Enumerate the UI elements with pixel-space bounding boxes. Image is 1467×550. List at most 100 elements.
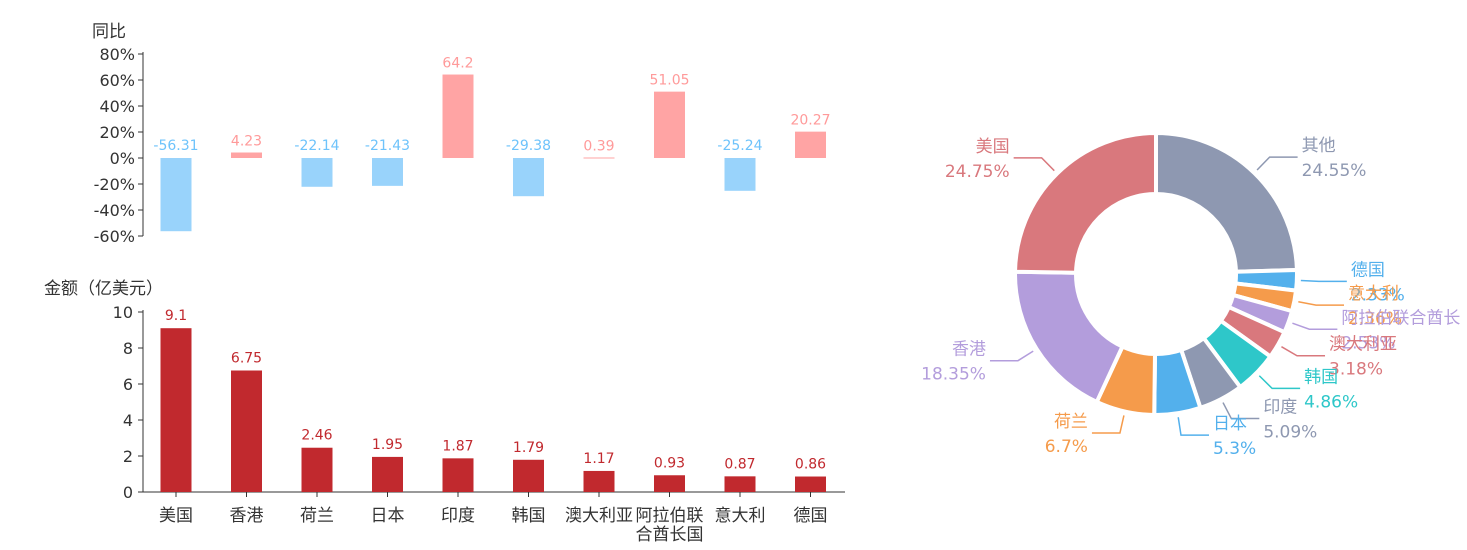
amount-x-tick-label: 美国	[159, 506, 193, 526]
yoy-bar	[513, 158, 544, 197]
donut-slice-percent: 6.7%	[1045, 437, 1088, 457]
donut-leader-line	[1281, 346, 1326, 357]
yoy-value-label: -25.24	[717, 138, 762, 154]
donut-slice	[1013, 269, 1125, 404]
donut-slice-percent: 5.09%	[1263, 423, 1317, 443]
donut-slice-percent: 4.86%	[1304, 392, 1358, 412]
yoy-y-tick-label: 0%	[110, 149, 135, 168]
yoy-y-axis-title: 同比	[92, 22, 126, 42]
donut-leader-line	[1013, 157, 1055, 172]
donut-slice-percent: 3.18%	[1329, 360, 1383, 380]
donut-leader-line	[1256, 156, 1298, 171]
yoy-bar	[160, 158, 192, 232]
amount-bar	[160, 328, 192, 492]
donut-slice-name: 澳大利亚	[1329, 335, 1397, 355]
amount-value-label: 1.87	[442, 438, 473, 454]
amount-value-label: 1.95	[372, 437, 403, 453]
amount-y-tick-label: 10	[113, 303, 133, 322]
amount-value-label: 0.93	[654, 455, 685, 471]
amount-y-tick-label: 6	[123, 375, 133, 394]
donut-leader-line	[1300, 279, 1347, 283]
yoy-value-label: 0.39	[583, 138, 614, 154]
donut-leader-line	[1298, 300, 1344, 306]
yoy-bar	[301, 158, 333, 187]
yoy-bar	[372, 158, 403, 186]
yoy-value-label: -22.14	[294, 138, 339, 154]
amount-y-tick-label: 4	[123, 411, 133, 430]
donut-slice-name: 日本	[1213, 414, 1247, 434]
amount-bar	[231, 370, 262, 492]
donut-slice-percent: 24.55%	[1302, 161, 1367, 181]
amount-bar	[583, 470, 615, 492]
amount-bar	[372, 456, 403, 492]
amount-x-tick-label: 荷兰	[300, 506, 334, 526]
yoy-y-tick-label: -40%	[94, 201, 135, 220]
donut-leader-line	[1258, 375, 1301, 390]
amount-bar	[442, 458, 474, 492]
yoy-bar	[442, 74, 474, 158]
donut-slice-name: 德国	[1351, 260, 1385, 280]
yoy-value-label: -29.38	[506, 138, 551, 154]
donut-leader-line	[1222, 402, 1260, 420]
donut-slice-percent: 18.35%	[921, 365, 986, 385]
amount-y-tick-label: 8	[123, 339, 133, 358]
donut-slice-name: 香港	[952, 340, 986, 360]
donut-slice-percent: 2.53%	[1341, 333, 1395, 353]
amount-x-tick-label: 韩国	[512, 506, 546, 526]
amount-x-tick-label: 阿拉伯联	[636, 506, 704, 526]
yoy-y-tick-label: 40%	[99, 97, 135, 116]
amount-x-tick-label: 合酋长国	[636, 525, 704, 545]
amount-value-label: 0.87	[724, 456, 755, 472]
amount-bar	[724, 476, 756, 492]
amount-bar	[795, 476, 826, 492]
yoy-bar	[795, 131, 826, 158]
donut-slice-name: 阿拉伯联合酋长	[1341, 308, 1460, 328]
yoy-bar	[724, 158, 756, 191]
amount-bar	[654, 475, 685, 492]
amount-bar	[301, 447, 333, 492]
share-donut-chart: 其他 24.55% 德国 2.33%意大利 2.36%阿拉伯联合酋长 2.53%澳大利亚 3…	[921, 131, 1460, 459]
yoy-y-tick-label: -20%	[94, 175, 135, 194]
amount-value-label: 9.1	[165, 308, 187, 324]
amount-value-label: 0.86	[795, 457, 826, 473]
amount-value-label: 1.17	[583, 451, 614, 467]
yoy-y-tick-label: 60%	[99, 71, 135, 90]
donut-leader-line	[1177, 417, 1209, 436]
yoy-bar	[231, 152, 262, 158]
donut-slice-name: 意大利	[1348, 284, 1399, 304]
amount-x-tick-label: 意大利	[715, 506, 766, 526]
yoy-value-label: 4.23	[231, 134, 262, 150]
amount-bar-chart: 金额（亿美元） 10 8 6 4 2 0 9.1 美国 6.75 香港 2.46 荷兰 1.95 日本 1.…	[44, 279, 845, 545]
amount-value-label: 2.46	[301, 428, 332, 444]
yoy-value-label: -21.43	[365, 138, 410, 154]
donut-slice-percent: 24.75%	[945, 162, 1010, 182]
donut-slice-name: 其他	[1302, 136, 1336, 156]
yoy-value-label: 64.2	[442, 56, 473, 72]
amount-y-axis-title: 金额（亿美元）	[44, 279, 163, 299]
donut-leader-line	[989, 350, 1034, 362]
amount-x-tick-label: 印度	[441, 506, 475, 526]
yoy-y-tick-label: 20%	[99, 123, 135, 142]
donut-slice-name: 美国	[976, 137, 1010, 157]
yoy-value-label: 20.27	[790, 113, 830, 129]
amount-x-tick-label: 香港	[230, 506, 264, 526]
donut-slice-percent: 2.36%	[1348, 309, 1402, 329]
yoy-bar-chart: 同比 80% 60% 40% 20% 0% -20% -40% -60% -56.31 4.23 -…	[92, 22, 831, 246]
amount-x-tick-label: 德国	[794, 506, 828, 526]
donut-leader-line	[1292, 322, 1338, 331]
donut-slice-name: 印度	[1263, 398, 1297, 418]
yoy-bar	[654, 91, 685, 158]
yoy-y-tick-label: 80%	[99, 45, 135, 64]
amount-y-tick-label: 0	[123, 483, 133, 502]
amount-x-tick-label: 日本	[371, 506, 405, 526]
amount-value-label: 6.75	[231, 351, 262, 367]
donut-slice	[1154, 131, 1299, 274]
yoy-y-tick-label: -60%	[94, 227, 135, 246]
yoy-value-label: 51.05	[649, 73, 689, 89]
yoy-bar	[583, 157, 615, 159]
yoy-value-label: -56.31	[153, 138, 198, 154]
amount-value-label: 1.79	[513, 440, 544, 456]
donut-slice-percent: 2.33%	[1351, 285, 1405, 305]
